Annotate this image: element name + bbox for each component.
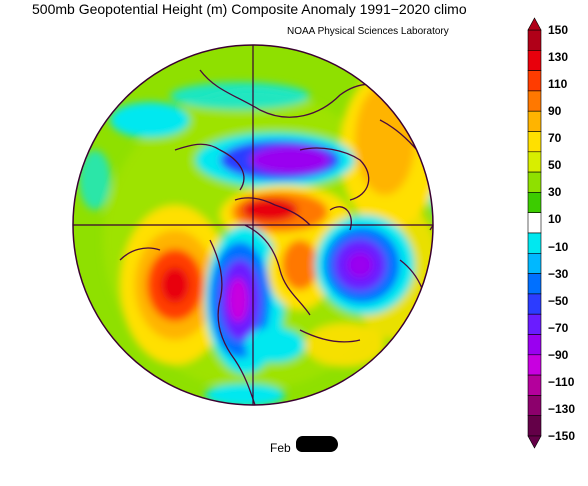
colorbar-tick-label: −150 <box>548 429 576 443</box>
colorbar-min-arrow <box>527 435 542 449</box>
colorbar-segment <box>527 395 542 416</box>
colorbar-segment <box>527 110 542 132</box>
colorbar-tick-label: 130 <box>548 50 569 65</box>
colorbar-tick-label: −110 <box>548 374 575 389</box>
colorbar-tick-label: 110 <box>548 77 568 92</box>
colorbar-segment <box>527 354 542 376</box>
colorbar <box>527 17 542 449</box>
colorbar-segment <box>527 374 542 396</box>
colorbar-segment <box>527 171 542 193</box>
colorbar-segment <box>527 70 542 92</box>
map-title: 500mb Geopotential Height (m) Composite … <box>32 1 467 17</box>
colorbar-tick-label: −30 <box>548 266 569 281</box>
colorbar-segment <box>527 232 542 254</box>
colorbar-tick-label: −90 <box>548 347 569 362</box>
colorbar-tick-label: 50 <box>548 158 562 173</box>
colorbar-segment <box>527 212 542 234</box>
colorbar-tick-label: 90 <box>548 104 562 119</box>
colorbar-segment <box>527 313 542 335</box>
colorbar-segment <box>527 415 542 437</box>
colorbar-tick-label: 70 <box>548 131 562 146</box>
map-boundary <box>72 44 434 406</box>
colorbar-tick-label: −130 <box>548 401 576 416</box>
redacted-date-blot <box>296 436 338 452</box>
colorbar-tick-label: 10 <box>548 212 562 227</box>
colorbar-segment <box>527 131 542 153</box>
colorbar-segment <box>527 293 542 315</box>
colorbar-segment <box>527 90 542 112</box>
colorbar-segment <box>527 49 542 71</box>
colorbar-segment <box>527 253 542 274</box>
date-label: Feb <box>270 441 291 455</box>
colorbar-segment <box>527 192 542 213</box>
colorbar-tick-label: −10 <box>548 239 569 254</box>
credit-label: NOAA Physical Sciences Laboratory <box>287 26 449 37</box>
colorbar-tick-label: −50 <box>548 293 569 308</box>
colorbar-segment <box>527 273 542 295</box>
colorbar-segment <box>527 29 542 51</box>
colorbar-max-arrow <box>527 17 542 31</box>
anomaly-field <box>73 45 433 405</box>
colorbar-segment <box>527 334 542 356</box>
colorbar-tick-label: 150 <box>548 23 569 37</box>
colorbar-tick-label: 30 <box>548 185 562 200</box>
colorbar-segment <box>527 151 542 173</box>
colorbar-tick-label: −70 <box>548 320 569 335</box>
